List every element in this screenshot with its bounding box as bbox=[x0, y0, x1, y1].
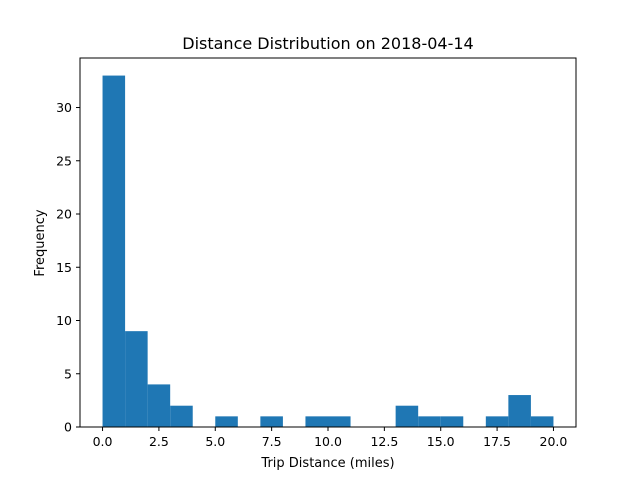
histogram-bar-14 bbox=[418, 416, 441, 427]
x-axis-ticks: 0.0 2.5 5.0 7.5 10.0 12.5 15.0 17.5 20.0 bbox=[93, 427, 568, 449]
histogram-bar-7 bbox=[260, 416, 283, 427]
y-axis-label: Frequency bbox=[33, 209, 48, 276]
histogram-bar-17 bbox=[485, 416, 509, 427]
y-tick-label-2: 10 bbox=[56, 313, 72, 328]
histogram-bar-15 bbox=[440, 416, 464, 427]
chart-title: Distance Distribution on 2018-04-14 bbox=[182, 34, 473, 53]
plot-frame bbox=[79, 57, 577, 428]
histogram-bar-1 bbox=[125, 331, 148, 427]
x-tick-label-2: 5.0 bbox=[205, 434, 225, 449]
y-tick-label-5: 25 bbox=[56, 153, 72, 168]
x-tick-label-1: 2.5 bbox=[149, 434, 169, 449]
bars-group bbox=[102, 75, 554, 428]
y-tick-label-6: 30 bbox=[56, 100, 72, 115]
x-axis-label: Trip Distance (miles) bbox=[260, 456, 394, 471]
x-tick-label-6: 15.0 bbox=[427, 434, 455, 449]
histogram-bar-9 bbox=[305, 416, 328, 427]
y-tick-label-0: 0 bbox=[64, 420, 72, 435]
histogram-bar-18 bbox=[508, 395, 531, 427]
histogram-bar-0 bbox=[102, 75, 126, 428]
histogram-bar-10 bbox=[328, 416, 351, 427]
y-tick-label-1: 5 bbox=[64, 366, 72, 381]
histogram-bar-13 bbox=[395, 405, 419, 427]
histogram-bar-2 bbox=[147, 384, 171, 427]
x-tick-label-0: 0.0 bbox=[93, 434, 113, 449]
y-tick-label-4: 20 bbox=[56, 207, 72, 222]
x-tick-label-5: 12.5 bbox=[370, 434, 398, 449]
histogram-bar-3 bbox=[170, 405, 193, 427]
histogram-bar-19 bbox=[530, 416, 554, 427]
x-tick-label-7: 17.5 bbox=[483, 434, 511, 449]
x-tick-label-3: 7.5 bbox=[262, 434, 282, 449]
x-tick-label-4: 10.0 bbox=[314, 434, 342, 449]
x-tick-label-8: 20.0 bbox=[540, 434, 568, 449]
y-axis-ticks: 0 5 10 15 20 25 30 bbox=[56, 100, 80, 435]
y-tick-label-3: 15 bbox=[56, 260, 72, 275]
histogram-bar-5 bbox=[215, 416, 238, 427]
